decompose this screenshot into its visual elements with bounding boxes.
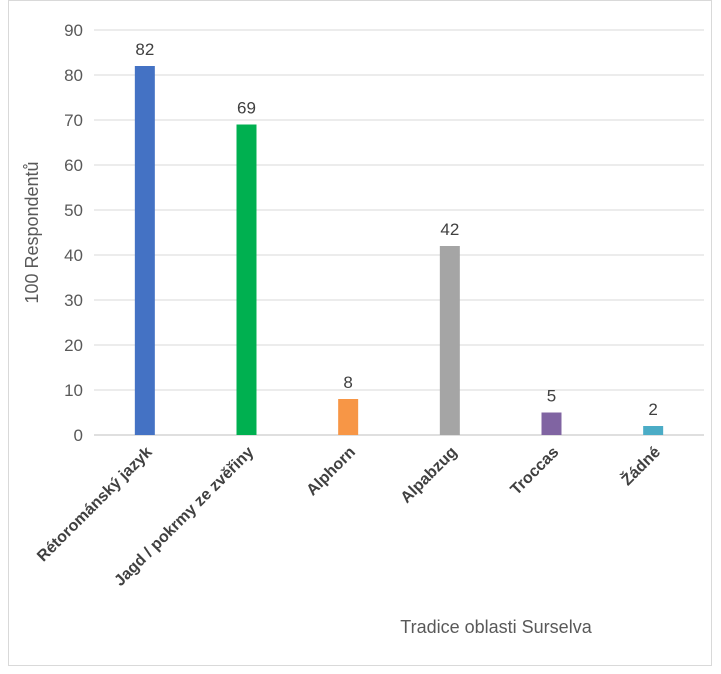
bar — [541, 412, 562, 435]
y-axis-title: 100 Respondentů — [22, 161, 42, 303]
x-axis-title: Tradice oblasti Surselva — [400, 617, 592, 637]
category-label: Alphorn — [304, 444, 359, 499]
chart-frame — [8, 0, 712, 666]
category-label: Žádné — [617, 442, 664, 489]
bars — [134, 66, 664, 435]
data-labels: 82 69 8 42 5 2 — [135, 40, 658, 419]
bar — [236, 124, 257, 435]
category-label: Rétorománský jazyk — [34, 444, 156, 566]
data-label: 8 — [343, 373, 352, 392]
category-label: Alpabzug — [398, 444, 461, 507]
bar — [643, 426, 664, 435]
category-label: Troccas — [508, 444, 563, 499]
y-tick-label: 40 — [64, 246, 83, 265]
data-label: 5 — [547, 387, 556, 406]
data-label: 2 — [648, 400, 657, 419]
gridlines — [94, 29, 704, 436]
y-tick-label: 80 — [64, 66, 83, 85]
y-tick-label: 50 — [64, 201, 83, 220]
bar — [439, 246, 460, 435]
y-tick-label: 0 — [74, 426, 83, 445]
y-tick-label: 60 — [64, 156, 83, 175]
y-tick-label: 30 — [64, 291, 83, 310]
y-tick-label: 20 — [64, 336, 83, 355]
bar — [134, 66, 155, 435]
data-label: 69 — [237, 99, 256, 118]
y-tick-label: 90 — [64, 21, 83, 40]
y-tick-label: 10 — [64, 381, 83, 400]
y-tick-label: 70 — [64, 111, 83, 130]
bar — [338, 399, 359, 435]
y-axis-ticks: 0 10 20 30 40 50 60 70 80 90 — [64, 21, 83, 445]
data-label: 82 — [135, 40, 154, 59]
data-label: 42 — [440, 220, 459, 239]
